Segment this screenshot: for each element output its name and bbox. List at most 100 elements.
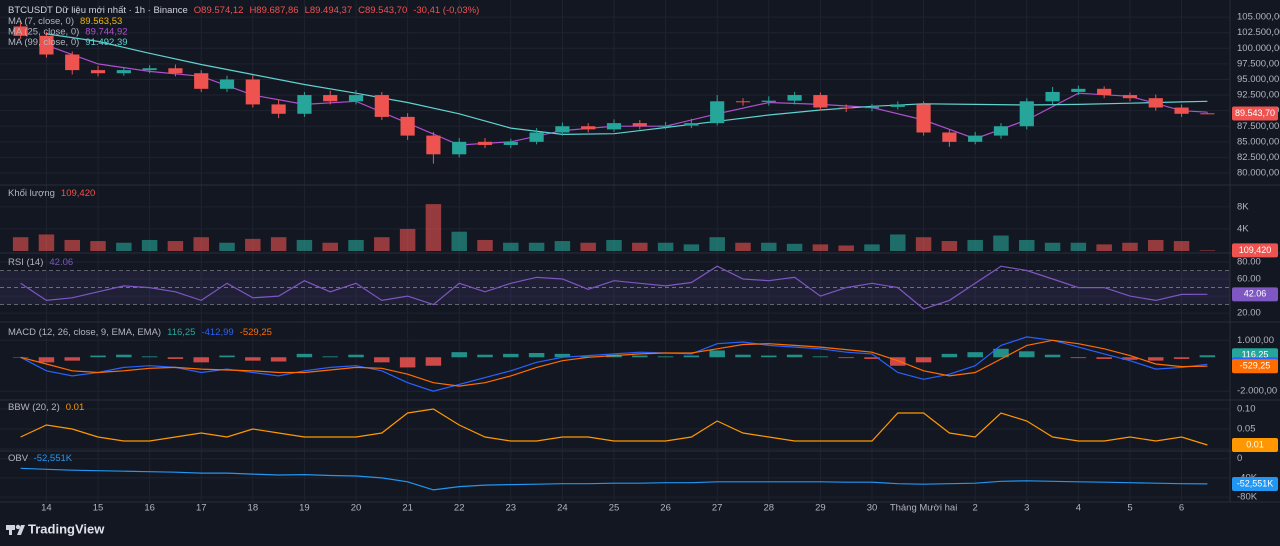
pane-value: 109,420 (61, 188, 95, 199)
macd-histogram-bar (38, 357, 55, 363)
volume-bar (967, 239, 983, 251)
y-tick-label: 100.000,00 (1237, 43, 1280, 54)
macd-histogram-bar (167, 357, 184, 359)
macd-histogram-bar (632, 355, 648, 358)
value-box (1232, 106, 1278, 121)
y-tick-label: 92.500,00 (1237, 90, 1279, 101)
volume-bar (1044, 242, 1061, 251)
macd-histogram-bar (709, 350, 725, 358)
macd-histogram-bar (348, 354, 364, 358)
macd-histogram-bar (1019, 351, 1035, 358)
x-tick-label: 20 (351, 503, 362, 514)
macd-histogram-bar (296, 353, 313, 358)
candle-body (942, 132, 957, 142)
x-tick-label: 2 (973, 503, 978, 514)
candle-body (348, 95, 364, 102)
value-box (1232, 243, 1278, 258)
candle-body (839, 107, 854, 109)
candle-body (1148, 98, 1163, 108)
y-tick-label: 80.00 (1237, 256, 1261, 267)
volume-bar (709, 237, 725, 251)
volume-bar (761, 242, 777, 251)
volume-bar (64, 239, 80, 251)
x-tick-label: 26 (660, 503, 671, 514)
x-tick-label: 22 (454, 503, 465, 514)
pane-value: -52,551K (34, 453, 73, 464)
macd-histogram-bar (64, 357, 80, 361)
volume-bar (915, 237, 932, 251)
ohlc-label: L89.494,37 (305, 5, 353, 16)
y-tick-label: 97.500,00 (1237, 58, 1279, 69)
volume-bar (993, 235, 1009, 251)
x-tick-label: 4 (1076, 503, 1081, 514)
macd-histogram-bar (1070, 357, 1087, 359)
volume-bar (348, 239, 364, 251)
candle-body (606, 123, 622, 130)
candle-body (65, 54, 80, 71)
macd-histogram-bar (219, 355, 235, 358)
x-tick-label: 23 (506, 503, 517, 514)
candle-body (1174, 107, 1189, 114)
volume-bar (245, 238, 261, 251)
macd-histogram-bar (503, 353, 519, 358)
macd-histogram-bar (425, 357, 442, 366)
pane-value: 116,25 (167, 327, 195, 338)
volume-bar (941, 241, 958, 251)
candle-body (555, 126, 570, 133)
ohlc-label: C89.543,70 (358, 5, 407, 16)
x-tick-label: 14 (41, 503, 52, 514)
candle-body (710, 101, 725, 124)
macd-histogram-bar (1199, 355, 1216, 358)
macd-histogram-bar (90, 355, 106, 358)
last-value-label: -529,25 (1240, 361, 1271, 371)
volume-bar (554, 241, 571, 251)
volume-bar (606, 239, 622, 251)
ma-legend: MA (25, close, 0) 89.744,92 (8, 26, 128, 37)
volume-bar (503, 242, 519, 251)
ma-name: MA (7, close, 0) (8, 16, 74, 27)
x-tick-label: 6 (1179, 503, 1184, 514)
candle-body (787, 95, 802, 101)
candle-body (13, 26, 28, 36)
y-tick-label: 87.500,00 (1237, 121, 1279, 132)
pane-value: -529,25 (240, 327, 272, 338)
candle-body (735, 101, 751, 103)
indicator-line (20, 467, 1208, 491)
x-tick-label: 5 (1127, 503, 1132, 514)
volume-bar (193, 237, 209, 251)
volume-bar (38, 234, 55, 251)
x-tick-label: 18 (248, 503, 259, 514)
macd-histogram-bar (1148, 357, 1164, 361)
pane-title: MACD (12, 26, close, 9, EMA, EMA) (8, 327, 161, 338)
candle-body (503, 141, 518, 145)
last-value-label: -52,551K (1237, 478, 1274, 488)
volume-bar (1173, 241, 1190, 251)
candle-body (916, 104, 931, 133)
y-tick-label: 0.05 (1237, 424, 1256, 435)
macd-histogram-bar (683, 355, 700, 358)
candle-body (813, 95, 828, 108)
x-tick-label: 29 (815, 503, 826, 514)
pane-title: BTCUSDT Dữ liệu mới nhất · 1h · Binance (8, 5, 188, 16)
candle-body (168, 68, 183, 74)
ohlc-label: O89.574,12 (194, 5, 244, 16)
last-value-label: 0.01 (1246, 439, 1264, 449)
y-tick-label: -80K (1237, 492, 1258, 503)
pane-legend: BTCUSDT Dữ liệu mới nhất · 1h · Binance O… (8, 5, 479, 16)
volume-bar (1199, 250, 1216, 251)
pane-legend: MACD (12, 26, close, 9, EMA, EMA) 116,25 -… (8, 327, 272, 338)
candle-body (1045, 91, 1060, 102)
ma-legend: MA (99, close, 0) 91.492,39 (8, 37, 128, 48)
macd-histogram-bar (399, 357, 416, 368)
value-box (1232, 438, 1278, 452)
macd-histogram-bar (270, 357, 287, 362)
macd-histogram-bar (890, 357, 906, 366)
volume-bar (167, 241, 184, 251)
logo-shape (9, 525, 12, 535)
volume-bar (864, 244, 880, 251)
macd-histogram-bar (993, 348, 1009, 358)
candle-body (632, 123, 647, 127)
